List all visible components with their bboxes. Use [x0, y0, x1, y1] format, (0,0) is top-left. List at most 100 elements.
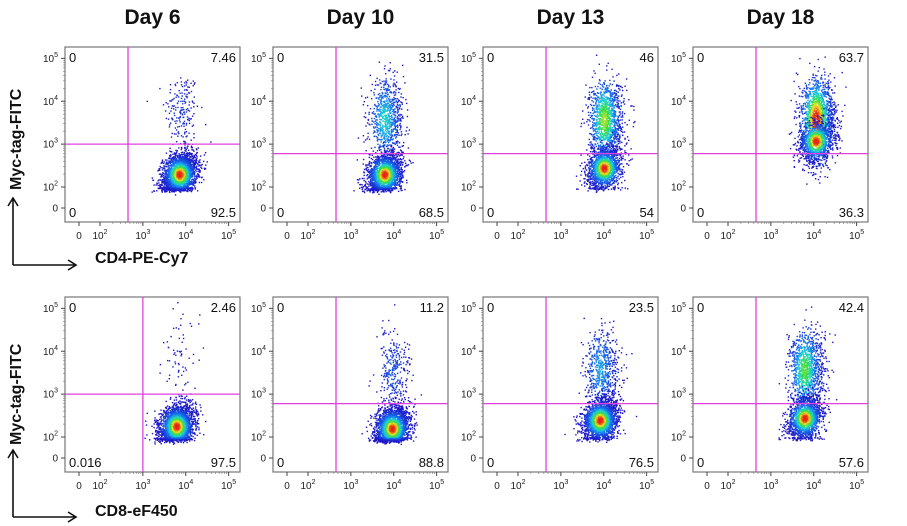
quadrant-value-ul: 0 [697, 300, 704, 315]
plot-frame [482, 46, 659, 223]
x-tick-label: 103 [135, 479, 150, 492]
y-tick-label: 0 [52, 454, 58, 465]
quadrant-value-lr: 92.5 [211, 205, 236, 220]
y-tick-label: 104 [251, 345, 266, 358]
x-tick-label: 103 [343, 479, 358, 492]
quadrant-value-ur: 2.46 [211, 300, 236, 315]
y-tick-label: 105 [461, 52, 476, 65]
x-tick-label: 103 [763, 479, 778, 492]
x-tick-label: 102 [720, 229, 735, 242]
quadrant-value-ll: 0 [487, 455, 494, 470]
quadrant-value-ll: 0 [487, 205, 494, 220]
event-points [353, 61, 414, 195]
y-tick-label: 0 [260, 454, 266, 465]
quadrant-value-ul: 0 [69, 50, 76, 65]
column-title-day-6: Day 6 [65, 6, 240, 30]
x-tick-label: 0 [284, 231, 290, 242]
x-tick-label: 103 [343, 229, 358, 242]
x-tick-label: 104 [386, 479, 401, 492]
x-tick-label: 0 [76, 481, 82, 492]
y-tick-label: 102 [461, 431, 476, 444]
quadrant-value-ll: 0.016 [69, 455, 102, 470]
plot-frame [272, 46, 449, 223]
quadrant-value-ll: 0 [697, 455, 704, 470]
y-tick-label: 105 [671, 52, 686, 65]
y-tick-label: 105 [251, 302, 266, 315]
quadrant-value-ur: 23.5 [629, 300, 654, 315]
event-points [146, 77, 212, 196]
y-tick-label: 105 [671, 302, 686, 315]
y-tick-label: 105 [43, 52, 58, 65]
quadrant-value-ll: 0 [277, 205, 284, 220]
x-tick-label: 103 [135, 229, 150, 242]
x-tick-label: 0 [76, 231, 82, 242]
y-tick-label: 105 [461, 302, 476, 315]
quadrant-value-ll: 0 [697, 205, 704, 220]
plot-frame [482, 296, 659, 473]
x-tick-label: 0 [704, 481, 710, 492]
plot-frame [692, 296, 869, 473]
x-tick-label: 105 [429, 229, 444, 242]
quadrant-value-ur: 31.5 [419, 50, 444, 65]
y-tick-label: 104 [43, 95, 58, 108]
y-tick-label: 0 [680, 204, 686, 215]
y-tick-label: 105 [43, 302, 58, 315]
y-tick-label: 102 [671, 431, 686, 444]
x-tick-label: 105 [849, 229, 864, 242]
quadrant-value-lr: 36.3 [839, 205, 864, 220]
arrow-up-icon-row-1 [7, 196, 19, 265]
x-tick-label: 103 [553, 479, 568, 492]
y-tick-label: 104 [461, 95, 476, 108]
x-tick-label: 102 [300, 229, 315, 242]
y-tick-label: 0 [470, 204, 476, 215]
y-tick-label: 103 [461, 138, 476, 151]
y-tick-label: 104 [671, 345, 686, 358]
x-tick-label: 105 [639, 479, 654, 492]
x-tick-label: 103 [763, 229, 778, 242]
y-tick-label: 103 [251, 138, 266, 151]
y-tick-label: 104 [671, 95, 686, 108]
event-points [564, 317, 638, 443]
quadrant-value-ul: 0 [277, 300, 284, 315]
column-title-day-13: Day 13 [483, 6, 658, 30]
x-tick-label: 102 [92, 229, 107, 242]
x-tick-label: 105 [429, 479, 444, 492]
quadrant-value-ll: 0 [69, 205, 76, 220]
y-tick-label: 104 [43, 345, 58, 358]
x-tick-label: 105 [849, 479, 864, 492]
x-tick-label: 0 [494, 231, 500, 242]
x-axis-label-row-1: CD4-PE-Cy7 [95, 250, 188, 268]
y-tick-label: 103 [671, 388, 686, 401]
x-tick-label: 104 [806, 479, 821, 492]
x-tick-label: 105 [221, 479, 236, 492]
quadrant-value-ul: 0 [487, 50, 494, 65]
quadrant-value-lr: 68.5 [419, 205, 444, 220]
column-title-day-10: Day 10 [273, 6, 448, 30]
y-tick-label: 102 [251, 431, 266, 444]
arrow-right-icon-row-2 [13, 511, 78, 523]
y-tick-label: 104 [461, 345, 476, 358]
plot-frame [272, 296, 449, 473]
y-tick-label: 103 [251, 388, 266, 401]
quadrant-value-ll: 0 [277, 455, 284, 470]
x-tick-label: 105 [221, 229, 236, 242]
arrow-up-icon-row-2 [7, 448, 19, 517]
y-tick-label: 104 [251, 95, 266, 108]
x-tick-label: 0 [494, 481, 500, 492]
quadrant-value-ul: 0 [69, 300, 76, 315]
column-title-day-18: Day 18 [693, 6, 868, 30]
x-tick-label: 102 [92, 479, 107, 492]
arrow-right-icon-row-1 [13, 259, 78, 271]
x-tick-label: 104 [386, 229, 401, 242]
x-tick-label: 104 [596, 229, 611, 242]
plot-frame [64, 296, 241, 473]
y-tick-label: 0 [680, 454, 686, 465]
y-tick-label: 105 [251, 52, 266, 65]
quadrant-value-ul: 0 [487, 300, 494, 315]
quadrant-value-lr: 97.5 [211, 455, 236, 470]
